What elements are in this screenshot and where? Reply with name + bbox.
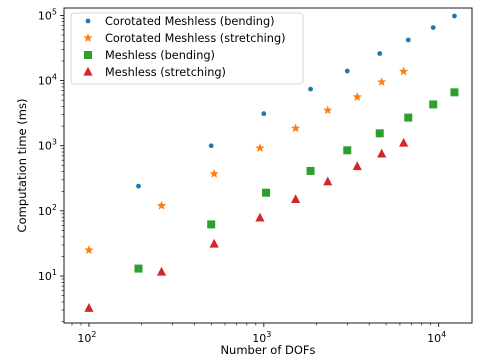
- data-point-square: [404, 113, 413, 122]
- data-point-star: [291, 123, 301, 133]
- data-point-circle: [344, 68, 350, 74]
- data-point-circle: [452, 13, 457, 19]
- y-tick-label: 102: [38, 203, 57, 218]
- data-point-triangle: [399, 137, 409, 147]
- data-point-star: [156, 200, 167, 210]
- data-point-star: [377, 77, 387, 86]
- legend-marker-triangle: [83, 66, 93, 76]
- y-tick-label: 103: [38, 138, 57, 153]
- data-point-square: [429, 100, 438, 109]
- data-point-star: [323, 105, 333, 115]
- x-tick-label: 103: [252, 330, 271, 345]
- legend: Corotated Meshless (bending) Corotated Me…: [70, 12, 304, 85]
- legend-marker-square: [84, 51, 92, 59]
- x-axis-label: Number of DOFs: [220, 343, 315, 357]
- data-point-star: [352, 92, 362, 101]
- legend-label: Meshless (bending): [105, 49, 215, 62]
- data-point-circle: [430, 25, 436, 31]
- data-point-star: [84, 245, 94, 254]
- data-point-star: [255, 143, 265, 152]
- legend-marker-circle: [85, 18, 91, 24]
- data-point-circle: [261, 111, 267, 117]
- y-tick-label: 105: [38, 7, 57, 22]
- data-point-triangle: [323, 176, 333, 186]
- x-tick-label: 102: [77, 330, 96, 345]
- x-tick-label: 104: [427, 330, 446, 345]
- plot-frame: [63, 7, 473, 324]
- data-point-triangle: [255, 212, 265, 222]
- data-point-triangle: [291, 194, 301, 203]
- data-point-circle: [405, 37, 411, 43]
- y-tick-label: 101: [38, 268, 57, 283]
- data-point-triangle: [377, 148, 387, 158]
- data-point-square: [343, 146, 352, 155]
- data-point-square: [450, 88, 459, 97]
- data-point-circle: [377, 51, 383, 56]
- data-point-square: [207, 220, 216, 229]
- legend-label: Meshless (stretching): [105, 66, 226, 79]
- y-axis-label: Computation time (ms): [15, 99, 29, 233]
- data-point-circle: [308, 86, 313, 92]
- data-point-square: [375, 129, 384, 138]
- data-point-square: [306, 166, 315, 175]
- legend-marker-star: [83, 33, 93, 42]
- legend-label: Corotated Meshless (stretching): [105, 32, 286, 45]
- data-point-star: [399, 66, 409, 76]
- data-point-square: [134, 264, 143, 273]
- data-point-triangle: [209, 238, 219, 248]
- data-point-triangle: [84, 303, 94, 312]
- data-points: [84, 13, 459, 312]
- legend-box: [70, 12, 304, 85]
- data-point-star: [209, 169, 219, 178]
- data-point-triangle: [352, 161, 362, 171]
- y-tick-label: 104: [38, 73, 57, 88]
- data-point-square: [262, 188, 271, 197]
- data-point-triangle: [156, 266, 167, 276]
- legend-label: Corotated Meshless (bending): [105, 15, 275, 28]
- data-point-circle: [136, 183, 141, 189]
- data-point-circle: [208, 143, 214, 149]
